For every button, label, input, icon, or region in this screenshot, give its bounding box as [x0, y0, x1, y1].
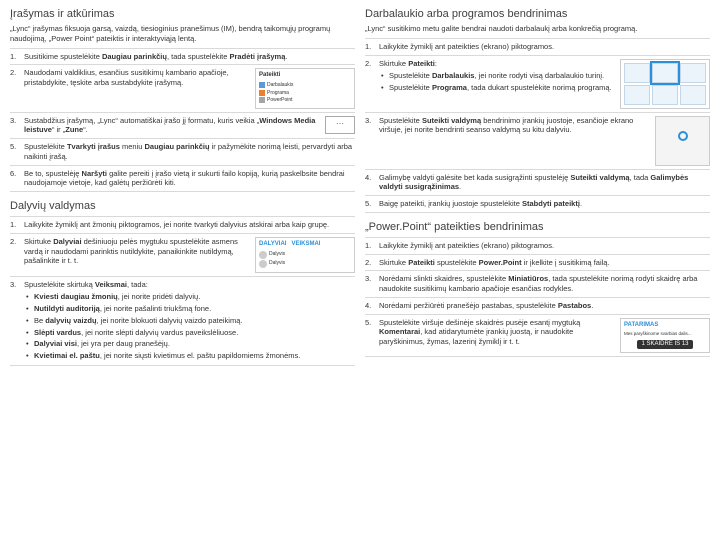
give-control-thumb — [655, 116, 710, 166]
more-icon-thumb: ⋯ — [325, 116, 355, 134]
ppt-steps: 1.Laikykite žymiklį ant pateikties (ekra… — [365, 237, 710, 358]
ppt-panel-thumb: PATARIMAS Mes paryškinome svarbias dalis… — [620, 318, 710, 354]
participants-thumb: DALYVIAI VEIKSMAI Dalyvis Dalyvis — [255, 237, 355, 273]
participants-title: Dalyvių valdymas — [10, 200, 355, 212]
recording-title: Įrašymas ir atkūrimas — [10, 8, 355, 20]
recording-intro: „Lync“ įrašymas fiksuoja garsą, vaizdą, … — [10, 24, 355, 44]
options-panel-thumb: Pateikti Darbalaukis Programa PowerPoint — [255, 68, 355, 108]
desktop-share-intro: „Lync“ susitikimo metu galite bendrai na… — [365, 24, 710, 34]
ppt-share-title: „Power.Point“ pateikties bendrinimas — [365, 221, 710, 233]
recording-steps: 1.Susitikime spustelėkite Daugiau parink… — [10, 48, 355, 193]
desktop-steps: 1.Laikykite žymiklį ant pateikties (ekra… — [365, 38, 710, 213]
participants-steps: 1.Laikykite žymiklį ant žmonių piktogram… — [10, 216, 355, 366]
slide-counter-badge: 1 SKAIDRĖ IŠ 13 — [637, 340, 692, 350]
present-tiles-thumb — [620, 59, 710, 109]
actions-bullets: Kviesti daugiau žmonių, jei norite pridė… — [24, 291, 355, 362]
desktop-share-title: Darbalaukio arba programos bendrinimas — [365, 8, 710, 20]
